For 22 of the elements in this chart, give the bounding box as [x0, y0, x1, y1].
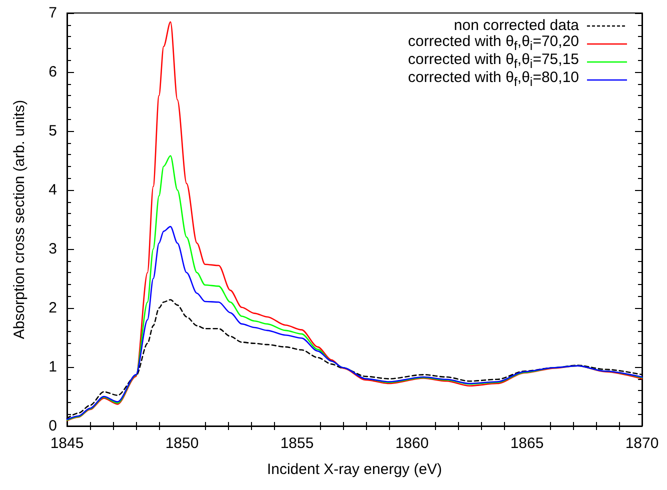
line-series	[66, 226, 643, 420]
y-tick-label: 3	[48, 240, 57, 258]
x-tick-label: 1870	[625, 435, 659, 452]
y-tick-label: 7	[48, 4, 57, 22]
y-tick-label: 6	[48, 64, 57, 80]
y-tick-label: 1	[48, 358, 57, 376]
x-tick-label: 1850	[165, 435, 199, 452]
legend-label: non corrected data	[454, 17, 579, 35]
x-tick-label: 1855	[280, 435, 314, 452]
y-tick-label: 5	[48, 122, 57, 140]
x-axis-title: Incident X-ray energy (eV)	[266, 461, 442, 478]
line-series	[66, 21, 643, 422]
y-axis-title: Absorption cross section (arb. units)	[11, 100, 28, 340]
y-tick-label: 4	[48, 182, 57, 198]
x-tick-label: 1845	[50, 435, 84, 452]
x-tick-label: 1860	[395, 435, 429, 452]
y-tick-label: 0	[48, 418, 57, 434]
x-tick-label: 1865	[510, 435, 544, 452]
legend-label: corrected with θ$_{f}$,θ$_{i}$=75,15	[408, 51, 579, 71]
y-tick-label: 2	[48, 300, 57, 316]
legend-label: corrected with θ$_{f}$,θ$_{i}$=70,20	[408, 33, 579, 53]
legend-label: corrected with θ$_{f}$,θ$_{i}$=80,10	[408, 69, 579, 91]
